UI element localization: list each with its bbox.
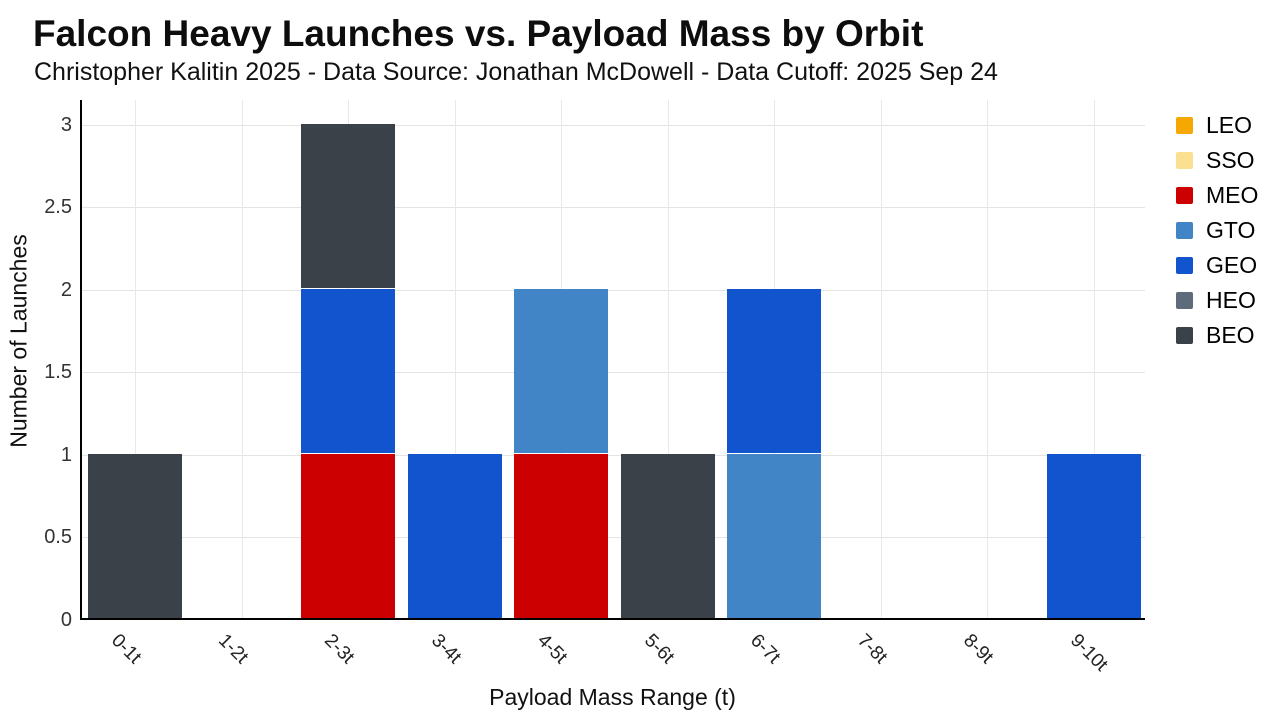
legend-swatch-icon [1176, 292, 1193, 309]
legend-item-sso[interactable]: SSO [1176, 143, 1258, 178]
legend-label: MEO [1206, 182, 1259, 208]
legend-label: GTO [1206, 217, 1256, 243]
grid-line-vertical [667, 100, 669, 618]
grid-line-vertical [987, 100, 989, 618]
x-tick-label: 8-9t [959, 630, 998, 669]
bar-3-4t[interactable] [407, 454, 502, 618]
x-tick-label: 4-5t [533, 630, 572, 669]
bar-segment-geo[interactable] [301, 289, 396, 453]
bar-segment-beo[interactable] [301, 124, 396, 288]
grid-line-horizontal [82, 124, 1145, 126]
bar-segment-meo[interactable] [514, 454, 609, 618]
x-tick-label: 2-3t [320, 630, 359, 669]
plot-area [80, 100, 1145, 620]
x-tick-label: 0-1t [107, 630, 146, 669]
grid-line-horizontal [82, 454, 1145, 456]
y-tick-label: 0.5 [44, 526, 72, 549]
legend-label: SSO [1206, 147, 1255, 173]
grid-line-horizontal [82, 372, 1145, 374]
legend-item-gto[interactable]: GTO [1176, 213, 1258, 248]
x-tick-label: 7-8t [852, 630, 891, 669]
y-tick-label: 2 [60, 278, 72, 301]
legend-swatch-icon [1176, 222, 1193, 239]
legend: LEO SSO MEO GTO GEO HEO BEO [1176, 108, 1258, 353]
legend-item-beo[interactable]: BEO [1176, 318, 1258, 353]
legend-swatch-icon [1176, 327, 1193, 344]
bar-segment-beo[interactable] [620, 454, 715, 618]
y-tick-label: 3 [60, 113, 72, 136]
legend-label: HEO [1206, 287, 1256, 313]
legend-item-heo[interactable]: HEO [1176, 283, 1258, 318]
y-axis-title: Number of Launches [5, 234, 32, 448]
y-tick-label: 2.5 [44, 196, 72, 219]
grid-line-vertical [241, 100, 243, 618]
legend-label: LEO [1206, 112, 1253, 138]
legend-swatch-icon [1176, 187, 1193, 204]
x-tick-label: 5-6t [639, 630, 678, 669]
x-tick-label: 1-2t [213, 630, 252, 669]
grid-line-vertical [135, 100, 137, 618]
bar-segment-gto[interactable] [727, 454, 822, 618]
bar-0-1t[interactable] [88, 454, 183, 618]
bar-segment-meo[interactable] [301, 454, 396, 618]
bar-4-5t[interactable] [514, 289, 609, 618]
legend-swatch-icon [1176, 257, 1193, 274]
x-tick-label: 9-10t [1065, 630, 1112, 676]
bar-2-3t[interactable] [301, 124, 396, 618]
y-tick-label: 1 [60, 443, 72, 466]
bar-segment-geo[interactable] [1046, 454, 1141, 618]
bar-segment-gto[interactable] [514, 289, 609, 453]
legend-label: BEO [1206, 322, 1255, 348]
legend-label: GEO [1206, 252, 1258, 278]
chart-title: Falcon Heavy Launches vs. Payload Mass b… [33, 13, 924, 54]
bar-5-6t[interactable] [620, 454, 715, 618]
bar-segment-geo[interactable] [407, 454, 502, 618]
x-axis-title: Payload Mass Range (t) [489, 684, 736, 710]
y-tick-label: 0 [60, 609, 72, 631]
x-tick-label: 6-7t [746, 630, 785, 669]
grid-line-horizontal [82, 289, 1145, 291]
bar-segment-geo[interactable] [727, 289, 822, 453]
bar-segment-beo[interactable] [88, 454, 183, 618]
legend-swatch-icon [1176, 152, 1193, 169]
grid-line-vertical [880, 100, 882, 618]
x-tick-label: 3-4t [426, 630, 465, 669]
grid-line-horizontal [82, 537, 1145, 539]
grid-line-horizontal [82, 207, 1145, 209]
legend-item-meo[interactable]: MEO [1176, 178, 1258, 213]
grid-line-vertical [454, 100, 456, 618]
bar-9-10t[interactable] [1046, 454, 1141, 618]
y-tick-label: 1.5 [44, 361, 72, 384]
grid-line-vertical [1093, 100, 1095, 618]
legend-swatch-icon [1176, 117, 1193, 134]
chart-subtitle: Christopher Kalitin 2025 - Data Source: … [34, 58, 998, 86]
legend-item-geo[interactable]: GEO [1176, 248, 1258, 283]
bar-6-7t[interactable] [727, 289, 822, 618]
legend-item-leo[interactable]: LEO [1176, 108, 1258, 143]
